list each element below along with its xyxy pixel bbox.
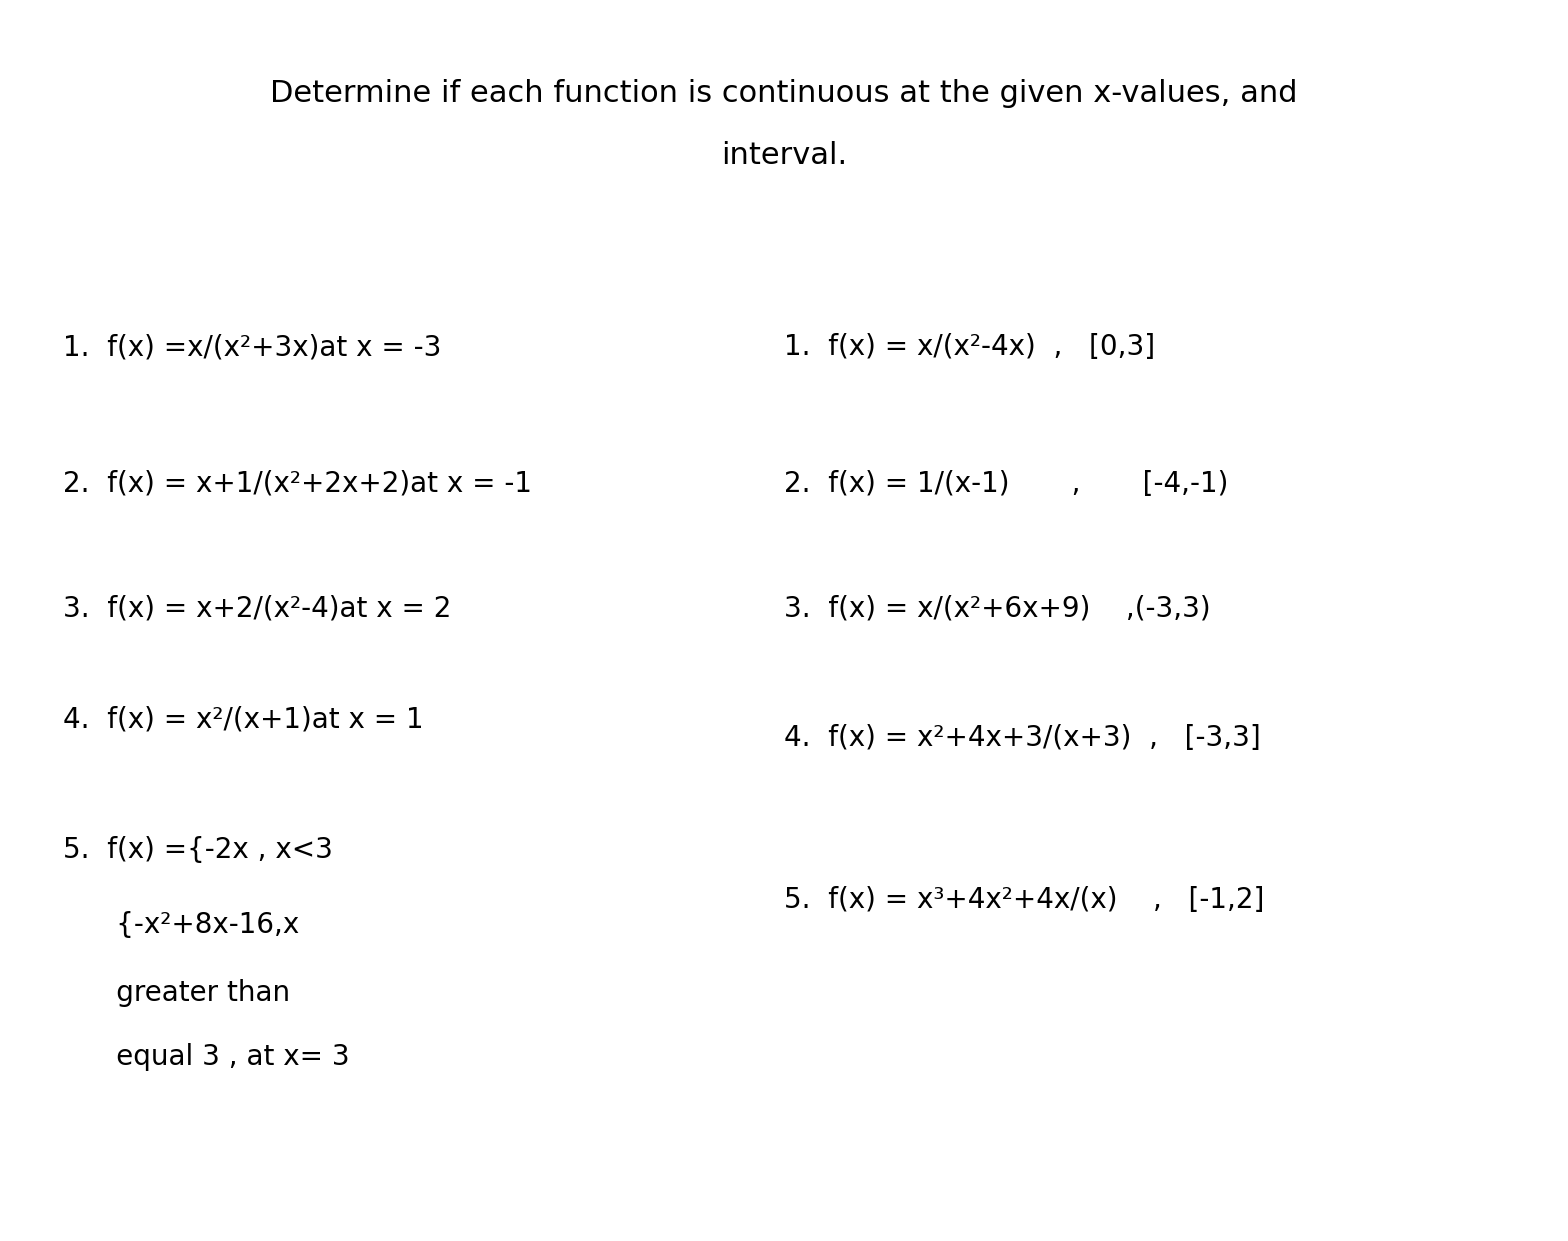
Text: 5.  f(x) = x³+4x²+4x/(x)    ,   [-1,2]: 5. f(x) = x³+4x²+4x/(x) , [-1,2] bbox=[784, 886, 1264, 913]
Text: greater than: greater than bbox=[63, 979, 290, 1006]
Text: 1.  f(x) = x/(x²-4x)  ,   [0,3]: 1. f(x) = x/(x²-4x) , [0,3] bbox=[784, 334, 1156, 361]
Text: 3.  f(x) = x/(x²+6x+9)    ,(-3,3): 3. f(x) = x/(x²+6x+9) ,(-3,3) bbox=[784, 594, 1210, 622]
Text: 1.  f(x) =x/(x²+3x)at x = -3: 1. f(x) =x/(x²+3x)at x = -3 bbox=[63, 334, 441, 361]
Text: Determine if each function is continuous at the given x-values, and: Determine if each function is continuous… bbox=[270, 78, 1298, 108]
Text: 2.  f(x) = 1/(x-1)       ,       [-4,-1): 2. f(x) = 1/(x-1) , [-4,-1) bbox=[784, 470, 1228, 498]
Text: 5.  f(x) ={-2x , x<3: 5. f(x) ={-2x , x<3 bbox=[63, 836, 332, 864]
Text: {-x²+8x-16,x: {-x²+8x-16,x bbox=[63, 911, 299, 938]
Text: interval.: interval. bbox=[721, 140, 847, 170]
Text: 2.  f(x) = x+1/(x²+2x+2)at x = -1: 2. f(x) = x+1/(x²+2x+2)at x = -1 bbox=[63, 470, 532, 498]
Text: equal 3 , at x= 3: equal 3 , at x= 3 bbox=[63, 1044, 350, 1071]
Text: 4.  f(x) = x²+4x+3/(x+3)  ,   [-3,3]: 4. f(x) = x²+4x+3/(x+3) , [-3,3] bbox=[784, 725, 1261, 752]
Text: 3.  f(x) = x+2/(x²-4)at x = 2: 3. f(x) = x+2/(x²-4)at x = 2 bbox=[63, 594, 452, 622]
Text: 4.  f(x) = x²/(x+1)at x = 1: 4. f(x) = x²/(x+1)at x = 1 bbox=[63, 706, 423, 733]
